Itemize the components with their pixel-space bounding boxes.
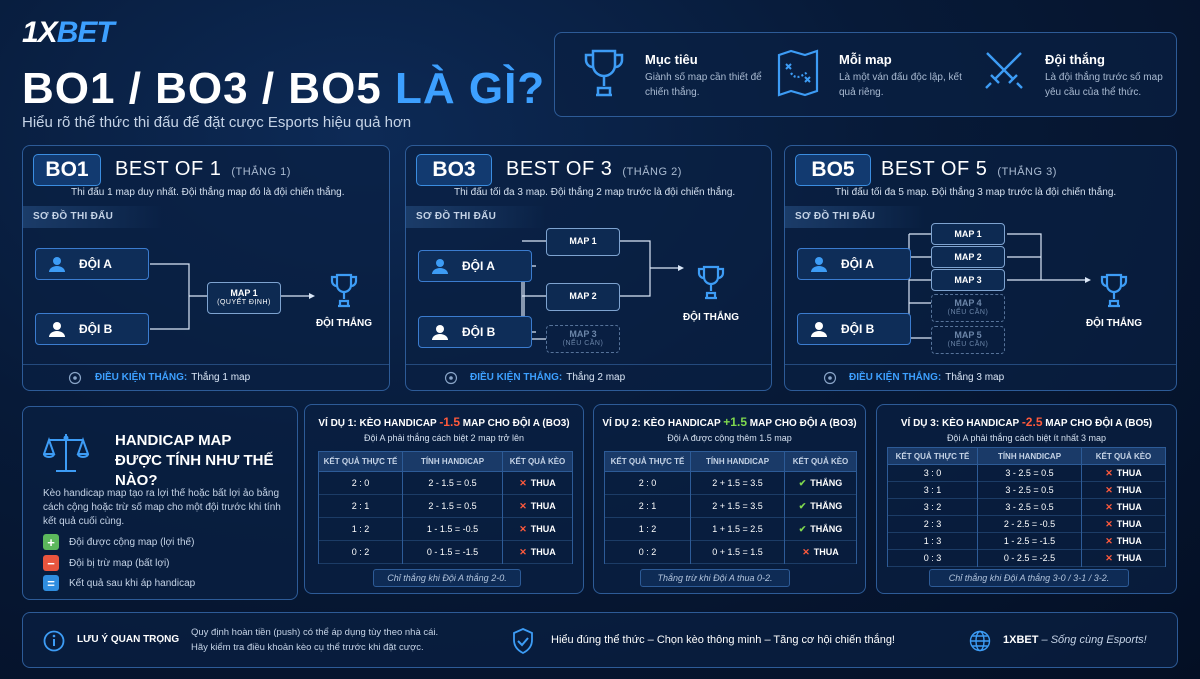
handicap-panel: HANDICAP MAP ĐƯỢC TÍNH NHƯ THẾ NÀO? Kèo h… xyxy=(22,406,298,600)
footer-bar: LƯU Ý QUAN TRỌNG Quy định hoàn tiền (pus… xyxy=(22,612,1178,668)
bo5-tag: BO5 xyxy=(795,154,871,186)
map-1: MAP 1 (QUYẾT ĐỊNH) xyxy=(207,282,281,314)
example-3-panel: VÍ DỤ 3: KÈO HANDICAP -2.5 MAP CHO ĐỘI A… xyxy=(876,404,1177,594)
map-5: MAP 5 (NẾU CẦN) xyxy=(931,326,1005,354)
scale-icon xyxy=(43,434,89,472)
bo1-tag: BO1 xyxy=(33,154,101,186)
brand-logo: 1XBET xyxy=(22,16,115,49)
info-icon xyxy=(43,630,65,652)
legend-minus: − Đội bị trừ map (bất lợi) xyxy=(43,555,170,571)
win-condition: ĐIỀU KIỆN THẮNG: Thắng 1 map xyxy=(23,364,389,390)
example-3-table: KẾT QUẢ THỰC TẾ TÍNH HANDICAP KẾT QUẢ KÈO … xyxy=(887,447,1166,567)
globe-icon xyxy=(969,630,991,652)
bo3-tag: BO3 xyxy=(416,154,492,186)
feature-each-map: Mỗi map Là một ván đấu độc lập, kết quả r… xyxy=(775,47,975,107)
user-icon xyxy=(432,259,448,274)
team-a: ĐỘI A xyxy=(35,248,149,280)
bo3-panel: BO3 BEST OF 3 (THẮNG 2) Thi đấu tối đa 3 … xyxy=(405,145,772,391)
feature-winner: Đội thắng Là đội thắng trước số map yêu c… xyxy=(981,47,1181,107)
legend-plus: + Đội được cộng map (lợi thế) xyxy=(43,534,194,550)
example-2-panel: VÍ DỤ 2: KÈO HANDICAP +1.5 MAP CHO ĐỘI A… xyxy=(593,404,866,594)
target-icon xyxy=(68,371,82,385)
trophy-icon xyxy=(1100,273,1128,308)
win-condition: ĐIỀU KIỆN THẮNG: Thắng 2 map xyxy=(406,364,771,390)
map-icon xyxy=(777,49,819,97)
map-4: MAP 4 (NẾU CẦN) xyxy=(931,294,1005,322)
example-1-panel: VÍ DỤ 1: KÈO HANDICAP -1.5 MAP CHO ĐỘI A… xyxy=(304,404,584,594)
team-b: ĐỘI B xyxy=(418,316,532,348)
bo5-panel: BO5 BEST OF 5 (THẮNG 3) Thi đấu tối đa 5 … xyxy=(784,145,1177,391)
target-icon xyxy=(823,371,837,385)
features-panel: Mục tiêu Giành số map cần thiết để chiến … xyxy=(554,32,1177,117)
page-subtitle: Hiểu rõ thể thức thi đấu để đặt cược Esp… xyxy=(22,114,412,131)
trophy-icon xyxy=(330,273,358,308)
map-1: MAP 1 xyxy=(546,228,620,256)
user-icon xyxy=(432,325,448,340)
page-title: BO1 / BO3 / BO5 LÀ GÌ? xyxy=(22,64,546,113)
bo1-panel: BO1 BEST OF 1 (THẮNG 1) Thi đấu 1 map duy… xyxy=(22,145,390,391)
example-2-table: KẾT QUẢ THỰC TẾ TÍNH HANDICAP KẾT QUẢ KÈO … xyxy=(604,451,857,564)
trophy-icon xyxy=(584,49,624,97)
map-2: MAP 2 xyxy=(931,246,1005,268)
bo3-title: BEST OF 3 (THẮNG 2) xyxy=(506,158,682,180)
map-2: MAP 2 xyxy=(546,283,620,311)
map-1: MAP 1 xyxy=(931,223,1005,245)
team-a: ĐỘI A xyxy=(418,250,532,282)
bo1-title: BEST OF 1 (THẮNG 1) xyxy=(115,158,291,180)
shield-check-icon xyxy=(513,628,533,655)
user-icon xyxy=(49,257,65,272)
map-3: MAP 3 xyxy=(931,269,1005,291)
legend-equal: = Kết quả sau khi áp handicap xyxy=(43,575,195,591)
feature-goal: Mục tiêu Giành số map cần thiết để chiến … xyxy=(581,47,781,107)
user-icon xyxy=(811,322,827,337)
trophy-icon xyxy=(697,265,725,300)
team-b: ĐỘI B xyxy=(797,313,911,345)
user-icon xyxy=(811,257,827,272)
user-icon xyxy=(49,322,65,337)
team-b: ĐỘI B xyxy=(35,313,149,345)
team-a: ĐỘI A xyxy=(797,248,911,280)
win-condition: ĐIỀU KIỆN THẮNG: Thắng 3 map xyxy=(785,364,1176,390)
target-icon xyxy=(444,371,458,385)
example-1-table: KẾT QUẢ THỰC TẾ TÍNH HANDICAP KẾT QUẢ KÈO … xyxy=(318,451,573,564)
map-3: MAP 3 (NẾU CẦN) xyxy=(546,325,620,353)
bo5-title: BEST OF 5 (THẮNG 3) xyxy=(881,158,1057,180)
crossed-swords-icon xyxy=(985,52,1023,89)
